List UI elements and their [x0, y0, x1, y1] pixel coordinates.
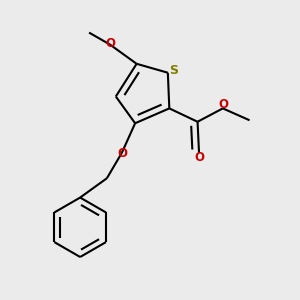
Text: O: O — [219, 98, 229, 111]
Text: S: S — [169, 64, 178, 77]
Text: O: O — [117, 147, 127, 160]
Text: O: O — [105, 38, 115, 50]
Text: O: O — [195, 151, 205, 164]
